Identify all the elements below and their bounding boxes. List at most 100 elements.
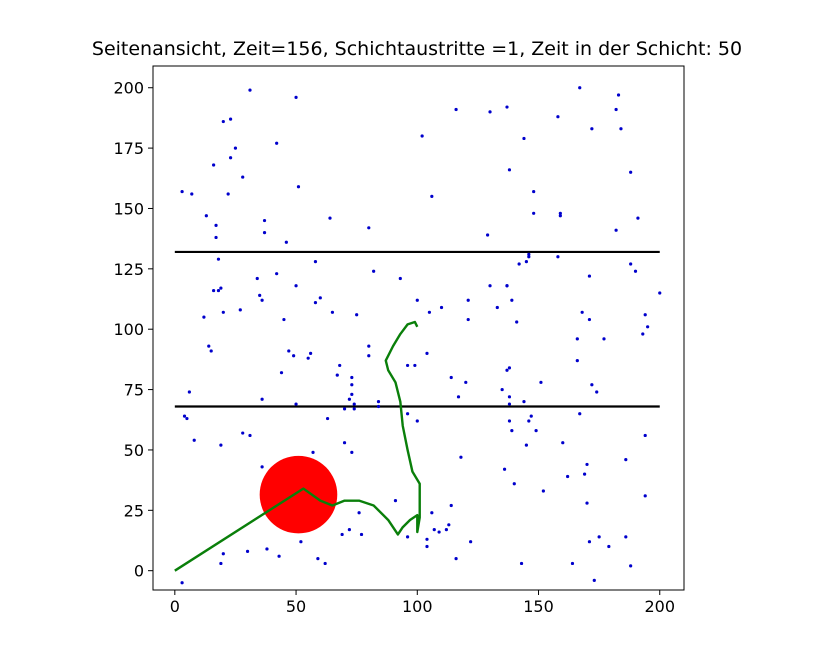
x-tick-label: 200: [644, 597, 675, 616]
scatter-point: [376, 400, 381, 404]
scatter-point: [566, 474, 570, 479]
scatter-point: [629, 170, 633, 174]
x-tick-label: 0: [170, 597, 180, 616]
x-tick-label: 50: [286, 597, 306, 616]
scatter-point: [359, 532, 364, 537]
scatter-point: [507, 168, 512, 172]
scatter-point: [185, 416, 189, 421]
y-tick-label: 0: [134, 562, 144, 581]
scatter-point: [248, 88, 252, 92]
scatter-point: [524, 259, 528, 264]
scatter-point: [299, 540, 303, 544]
scatter-point: [614, 107, 618, 112]
scatter-point: [212, 163, 216, 167]
scatter-point: [575, 337, 579, 341]
scatter-point: [507, 402, 512, 406]
scatter-point: [558, 211, 562, 215]
scatter-point: [486, 233, 490, 237]
scatter-point: [294, 402, 298, 406]
scatter-point: [578, 86, 582, 90]
scatter-point: [202, 315, 206, 319]
scatter-point: [643, 433, 647, 438]
plot-content: [174, 86, 662, 585]
scatter-point: [262, 218, 267, 223]
scatter-point: [415, 419, 419, 423]
scatter-point: [352, 407, 356, 411]
scatter-point: [350, 375, 354, 380]
scatter-point: [258, 293, 262, 298]
scatter-point: [323, 561, 327, 566]
scatter-point: [505, 368, 509, 372]
scatter-point: [190, 192, 194, 196]
scatter-point: [439, 305, 444, 310]
scatter-point: [241, 431, 245, 435]
chart-title: Seitenansicht, Zeit=156, Schichtaustritt…: [92, 38, 742, 60]
scatter-point: [624, 458, 628, 462]
plot-area-background: [153, 66, 684, 590]
scatter-point: [311, 450, 315, 454]
scatter-point: [277, 554, 281, 558]
scatter-point: [219, 286, 223, 290]
scatter-point: [641, 332, 645, 336]
x-axis: 0 50 100 150 200: [170, 590, 675, 616]
scatter-point: [279, 371, 284, 375]
scatter-point: [372, 269, 376, 273]
scatter-point: [522, 136, 526, 141]
scatter-point: [313, 301, 318, 305]
scatter-point: [207, 344, 211, 348]
y-tick-label: 125: [113, 260, 144, 279]
scatter-point: [430, 511, 434, 515]
scatter-point: [328, 216, 332, 220]
scatter-point: [296, 185, 301, 189]
scatter-point: [180, 189, 184, 194]
trajectory-path: [174, 320, 421, 572]
scatter-point: [367, 344, 371, 348]
scatter-point: [405, 412, 410, 416]
y-tick-label: 175: [113, 139, 144, 158]
scatter-point: [393, 499, 398, 503]
scatter-point: [524, 443, 528, 447]
scatter-point: [527, 252, 531, 256]
scatter-point: [558, 214, 562, 218]
scatter-point: [515, 320, 519, 324]
scatter-point: [313, 259, 318, 264]
scatter-point: [614, 228, 618, 232]
scatter-point: [449, 375, 453, 380]
scatter-point: [512, 482, 516, 486]
scatter-point: [275, 141, 279, 145]
scatter-point: [510, 298, 514, 302]
scatter-point: [527, 255, 531, 259]
scatter-point: [284, 240, 288, 244]
scatter-point: [180, 581, 184, 585]
x-tick-label: 150: [523, 597, 554, 616]
scatter-point: [367, 354, 371, 358]
scatter-point: [447, 523, 451, 527]
y-tick-label: 25: [124, 501, 144, 520]
scatter-point: [248, 433, 252, 438]
scatter-point: [260, 298, 264, 302]
scatter-point: [585, 462, 589, 467]
scatter-point: [532, 211, 536, 215]
scatter-point: [602, 337, 606, 341]
scatter-point: [335, 373, 339, 377]
scatter-point: [510, 429, 514, 433]
scatter-point: [350, 383, 354, 387]
scatter-point: [342, 407, 347, 411]
scatter-point: [585, 501, 589, 505]
scatter-point: [595, 390, 599, 394]
scatter-point: [226, 192, 230, 196]
y-axis: 0 25 50 75 100 125 150 175 200: [113, 79, 153, 581]
scatter-point: [646, 325, 650, 329]
scatter-point: [350, 450, 354, 454]
scatter-point: [529, 414, 533, 418]
scatter-point: [469, 540, 473, 544]
scatter-point: [643, 313, 647, 317]
scatter-point: [507, 395, 512, 399]
scatter-point: [340, 532, 344, 537]
scatter-point: [413, 363, 417, 368]
scatter-point: [294, 95, 298, 99]
y-tick-label: 75: [124, 381, 144, 400]
scatter-point: [316, 557, 320, 561]
scatter-point: [590, 383, 594, 387]
